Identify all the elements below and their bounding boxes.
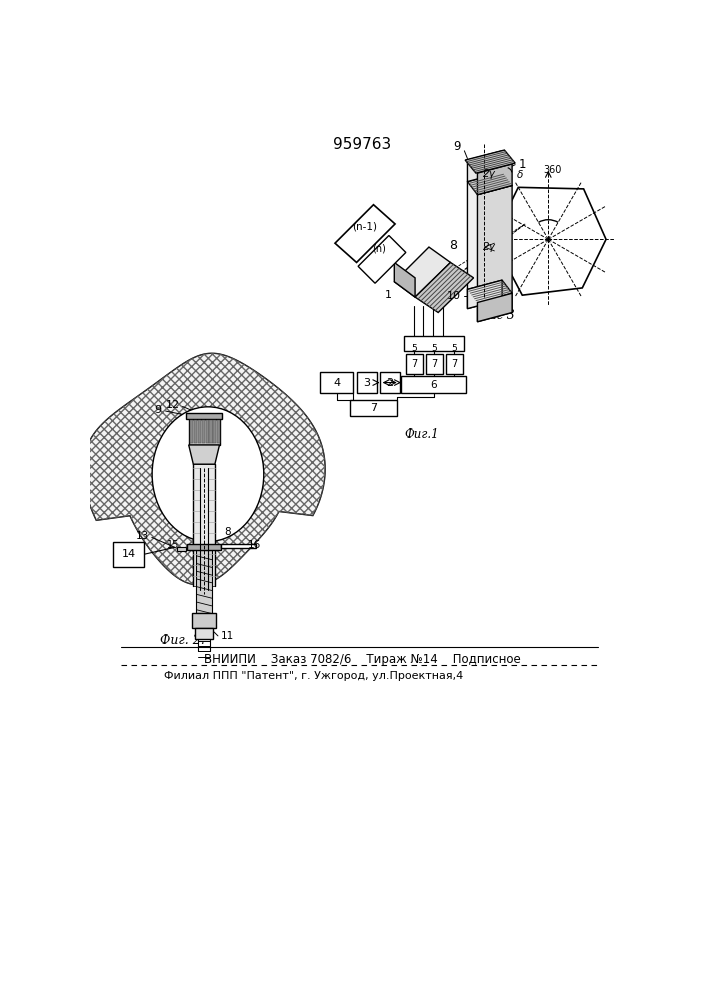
Bar	[356, 372, 377, 393]
Bar	[406, 354, 423, 374]
Text: δ: δ	[517, 170, 523, 180]
Text: 7: 7	[411, 359, 417, 369]
Text: (n): (n)	[372, 244, 386, 254]
Bar	[194, 420, 197, 443]
Bar	[221, 544, 256, 548]
Text: 1: 1	[385, 290, 392, 300]
Polygon shape	[477, 185, 512, 322]
Bar	[446, 354, 463, 374]
Polygon shape	[467, 172, 502, 309]
Bar	[187, 543, 221, 550]
Text: 16: 16	[247, 540, 261, 550]
Text: 9: 9	[154, 405, 161, 415]
Polygon shape	[477, 164, 512, 195]
Text: ВНИИПИ    Заказ 7082/6    Тираж №14    Подписное: ВНИИПИ Заказ 7082/6 Тираж №14 Подписное	[204, 653, 520, 666]
Text: 360: 360	[543, 165, 561, 175]
Text: 8: 8	[224, 527, 230, 537]
Bar	[206, 420, 209, 443]
Text: 2: 2	[386, 378, 393, 388]
Text: 2γ: 2γ	[483, 169, 496, 179]
Text: 8: 8	[450, 239, 457, 252]
Polygon shape	[467, 280, 512, 302]
Bar	[217, 420, 221, 443]
Bar	[380, 372, 399, 393]
Bar	[209, 420, 213, 443]
Bar	[187, 413, 222, 419]
Text: 2γ: 2γ	[483, 242, 496, 252]
Text: Фиг 3: Фиг 3	[479, 309, 515, 322]
Bar	[190, 420, 193, 443]
Text: 15: 15	[167, 540, 180, 550]
Polygon shape	[189, 445, 219, 464]
Bar	[320, 372, 354, 393]
Text: 7: 7	[370, 403, 377, 413]
Text: 11: 11	[221, 631, 234, 641]
Polygon shape	[335, 205, 395, 262]
Text: 13: 13	[136, 531, 149, 541]
Ellipse shape	[152, 407, 264, 542]
Bar	[189, 419, 219, 445]
Text: 3: 3	[363, 378, 370, 388]
Text: 10: 10	[447, 291, 460, 301]
Text: 9: 9	[453, 140, 460, 153]
Text: (n-1): (n-1)	[353, 221, 378, 231]
Polygon shape	[83, 353, 325, 585]
Text: Фиг. 2.: Фиг. 2.	[160, 634, 205, 647]
Polygon shape	[415, 262, 474, 312]
Text: 959763: 959763	[333, 137, 391, 152]
Bar	[192, 613, 216, 628]
Polygon shape	[358, 235, 406, 283]
Text: 7: 7	[451, 359, 457, 369]
Polygon shape	[395, 262, 415, 297]
Text: 12: 12	[166, 400, 180, 410]
Bar	[177, 547, 187, 551]
Polygon shape	[395, 247, 450, 297]
Polygon shape	[465, 150, 515, 173]
Polygon shape	[467, 151, 502, 182]
Text: Фиг.1: Фиг.1	[404, 428, 438, 441]
Bar	[195, 628, 214, 639]
Bar	[214, 420, 216, 443]
Bar	[113, 542, 144, 567]
Text: 5: 5	[431, 344, 437, 353]
Bar	[197, 550, 212, 613]
Bar	[402, 376, 466, 393]
Bar	[426, 354, 443, 374]
Bar	[198, 420, 201, 443]
Polygon shape	[467, 280, 502, 309]
Text: Филиал ППП "Патент", г. Ужгород, ул.Проектная,4: Филиал ППП "Патент", г. Ужгород, ул.Прое…	[164, 671, 463, 681]
Text: 14: 14	[122, 549, 136, 559]
Bar	[404, 336, 464, 351]
Text: 7: 7	[431, 359, 438, 369]
Text: 6: 6	[431, 380, 437, 390]
Bar	[201, 420, 205, 443]
Polygon shape	[467, 172, 512, 195]
Text: 4: 4	[333, 378, 340, 388]
Bar	[351, 400, 397, 416]
Text: 5: 5	[411, 344, 417, 353]
Text: 1: 1	[519, 158, 527, 171]
Bar	[193, 464, 215, 586]
Polygon shape	[477, 293, 512, 322]
Text: 5: 5	[452, 344, 457, 353]
